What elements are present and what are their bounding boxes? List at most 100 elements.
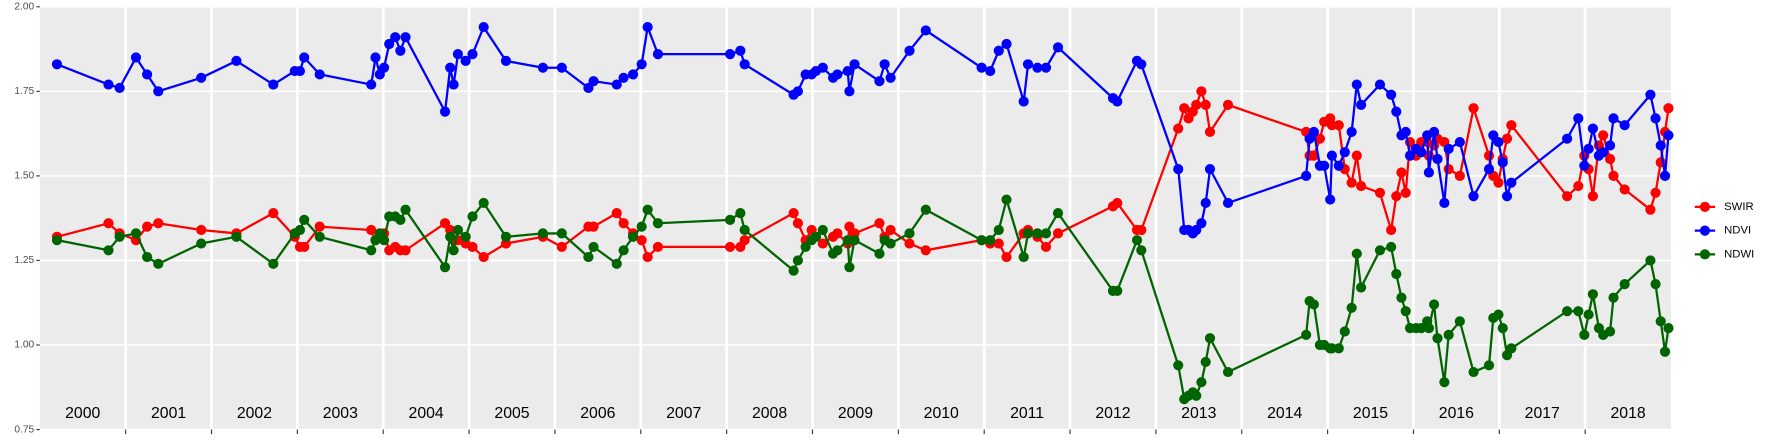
point xyxy=(103,79,114,90)
point xyxy=(1391,106,1402,117)
point xyxy=(1423,167,1435,178)
legend-label: NDVI xyxy=(1724,225,1751,237)
point xyxy=(1052,42,1064,53)
point xyxy=(1604,140,1616,151)
point xyxy=(1659,346,1671,357)
point xyxy=(1173,360,1184,371)
point xyxy=(1204,164,1216,175)
point xyxy=(904,238,915,249)
point xyxy=(1454,136,1465,148)
year-label: 2013 xyxy=(1181,405,1216,422)
point xyxy=(652,49,664,60)
point xyxy=(467,211,478,222)
point xyxy=(904,45,915,56)
series xyxy=(51,194,1674,405)
point xyxy=(1112,285,1123,296)
point xyxy=(1131,235,1143,246)
point xyxy=(378,62,390,73)
point xyxy=(1339,147,1350,158)
point xyxy=(844,262,855,273)
point xyxy=(1598,147,1609,158)
point xyxy=(153,258,164,269)
point xyxy=(370,52,381,63)
point xyxy=(130,52,142,63)
point xyxy=(294,65,306,77)
point xyxy=(299,241,310,253)
point xyxy=(1493,309,1504,320)
point xyxy=(114,231,125,242)
year-label: 2007 xyxy=(666,405,701,422)
point xyxy=(874,218,885,229)
point xyxy=(1573,306,1584,317)
year-label: 2000 xyxy=(65,405,100,422)
point xyxy=(885,72,896,83)
point xyxy=(976,62,987,73)
point xyxy=(537,228,548,239)
point xyxy=(478,197,489,209)
point xyxy=(1608,113,1619,124)
point xyxy=(537,62,548,73)
point xyxy=(1391,191,1402,202)
point xyxy=(556,228,567,239)
point xyxy=(452,49,463,60)
point xyxy=(1573,113,1584,124)
legend-key-point xyxy=(1699,249,1711,260)
point xyxy=(1655,316,1666,327)
point xyxy=(842,65,853,77)
point xyxy=(1386,241,1397,253)
point xyxy=(849,59,860,70)
point xyxy=(1374,245,1386,256)
point xyxy=(1222,99,1234,110)
point xyxy=(1333,120,1344,131)
point xyxy=(1587,191,1598,202)
point xyxy=(1018,96,1029,107)
year-label: 2006 xyxy=(580,405,615,422)
point xyxy=(1497,323,1508,334)
point xyxy=(1040,62,1052,73)
point xyxy=(636,59,647,70)
point xyxy=(103,245,114,256)
point xyxy=(1112,96,1123,107)
point xyxy=(1598,130,1609,141)
point xyxy=(1301,329,1312,340)
point xyxy=(1191,99,1202,110)
point xyxy=(1493,136,1504,148)
point xyxy=(1604,153,1616,165)
y-tick-label: 1.25 xyxy=(14,255,34,266)
point xyxy=(817,224,828,236)
point xyxy=(1404,150,1416,161)
point xyxy=(583,251,594,263)
point xyxy=(904,228,915,239)
point xyxy=(920,245,931,256)
point xyxy=(1351,79,1362,90)
point xyxy=(1196,86,1207,97)
y-tick-label: 0.75 xyxy=(14,424,34,435)
point xyxy=(1443,329,1454,340)
point xyxy=(314,69,325,80)
point xyxy=(1483,164,1495,175)
point xyxy=(1587,289,1598,300)
point xyxy=(1562,133,1573,144)
point xyxy=(452,224,463,236)
point xyxy=(611,258,622,269)
point xyxy=(1314,133,1325,144)
point xyxy=(1400,187,1411,198)
point xyxy=(400,245,411,256)
point xyxy=(1579,329,1590,340)
point xyxy=(1346,177,1357,188)
point xyxy=(153,86,164,97)
year-label: 2009 xyxy=(838,405,873,422)
point xyxy=(993,224,1004,236)
point xyxy=(1619,120,1630,131)
point xyxy=(1356,99,1367,110)
point xyxy=(51,59,63,70)
year-label: 2003 xyxy=(323,405,358,422)
point xyxy=(724,241,736,253)
point xyxy=(1386,224,1397,236)
point xyxy=(1204,333,1216,344)
point xyxy=(1191,390,1202,401)
point xyxy=(1506,343,1517,354)
point xyxy=(1173,123,1184,134)
point xyxy=(196,224,207,236)
point xyxy=(1428,126,1440,138)
